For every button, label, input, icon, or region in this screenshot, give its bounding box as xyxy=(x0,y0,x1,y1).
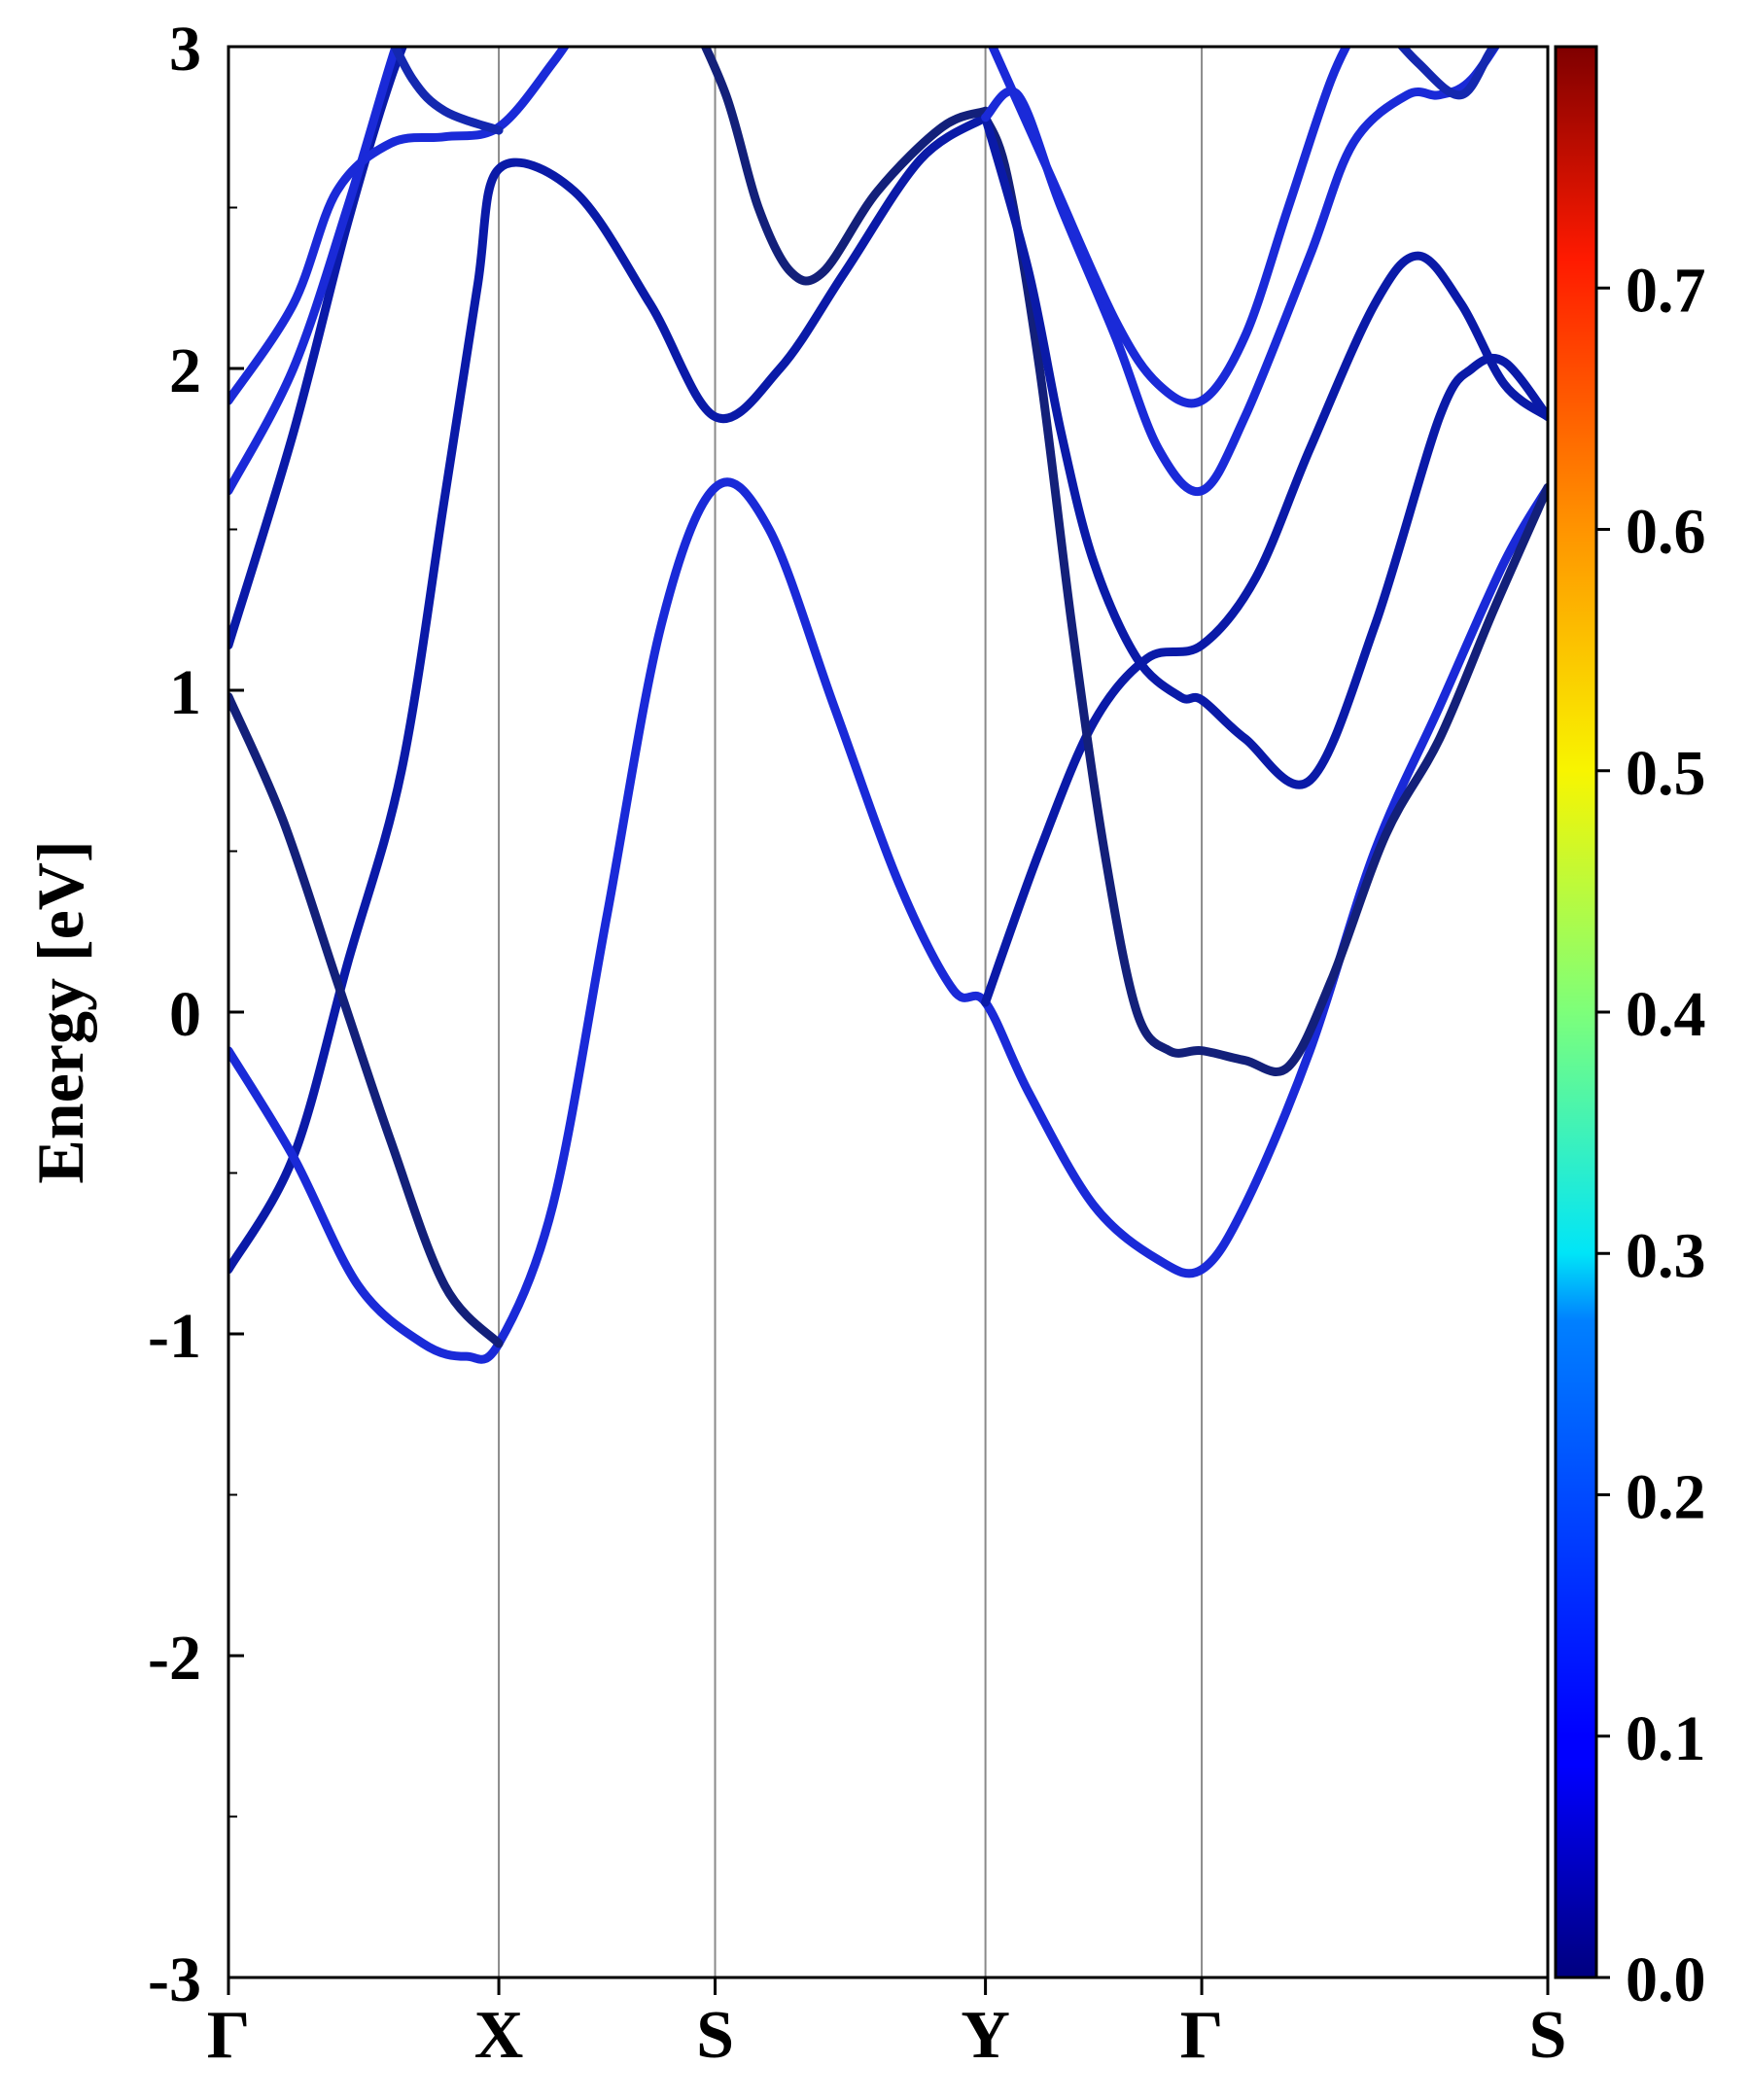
y-tick-label: -3 xyxy=(148,1944,201,2015)
band-line-9 xyxy=(981,251,1548,1007)
band-line-3 xyxy=(228,692,504,1348)
band-line-5 xyxy=(228,47,401,496)
x-tick-label: X xyxy=(474,1998,524,2073)
colorbar-tick-label: 0.5 xyxy=(1626,738,1706,809)
x-tick-label: Γ xyxy=(1180,1998,1224,2073)
y-axis-label: Energy [eV] xyxy=(23,840,97,1183)
x-tick-label: S xyxy=(1529,1998,1567,2073)
y-axis-ticks: -3 -2 -1 0 1 2 3 xyxy=(148,14,244,2015)
y-tick-label: -1 xyxy=(148,1301,201,1372)
colorbar-tick-label: 0.2 xyxy=(1626,1462,1706,1533)
colorbar xyxy=(1554,45,1598,1979)
band-line-13 xyxy=(988,47,1351,408)
colorbar-tick-label: 0.1 xyxy=(1626,1703,1706,1774)
y-tick-label: 2 xyxy=(169,335,201,406)
y-tick-label: 3 xyxy=(169,14,201,85)
colorbar-tick-label: 0.4 xyxy=(1626,979,1706,1050)
plot-frame xyxy=(227,45,1550,1979)
band-line-14 xyxy=(1396,47,1500,100)
x-tick-label: Γ xyxy=(207,1998,251,2073)
colorbar-tick-label: 0.7 xyxy=(1626,255,1706,326)
band-line-2 xyxy=(228,477,1548,1364)
band-line-1 xyxy=(228,113,991,1275)
band-line-4 xyxy=(228,47,407,650)
band-line-6 xyxy=(228,47,571,405)
band-line-7 xyxy=(390,47,504,135)
colorbar-tick-label: 0.3 xyxy=(1626,1220,1706,1291)
band-line-10 xyxy=(981,113,1548,1076)
band-line-11 xyxy=(981,113,1548,789)
x-tick-label: S xyxy=(696,1998,734,2073)
y-tick-label: 0 xyxy=(169,979,201,1050)
colorbar-tick-label: 0.6 xyxy=(1626,497,1706,568)
x-tick-label: Y xyxy=(961,1998,1010,2073)
band-line-8 xyxy=(700,47,991,286)
colorbar-tick-label: 0.0 xyxy=(1626,1944,1706,2015)
band-series-group xyxy=(228,47,1548,1364)
y-tick-label: -2 xyxy=(148,1623,201,1694)
y-tick-label: 1 xyxy=(169,657,201,728)
high-symmetry-lines xyxy=(498,47,1204,1978)
colorbar-ticks: 0.0 0.1 0.2 0.3 0.4 0.5 0.6 0.7 xyxy=(1596,255,1706,2015)
